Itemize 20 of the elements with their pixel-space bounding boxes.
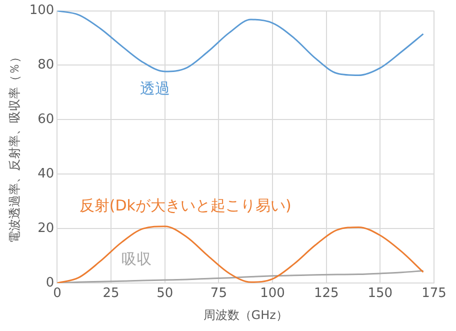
line-series bbox=[57, 10, 424, 76]
x-tick-label: 50 bbox=[156, 286, 174, 302]
y-tick-label: 40 bbox=[38, 166, 54, 182]
x-tick-label: 125 bbox=[314, 286, 339, 302]
x-axis-title: 周波数（GHz） bbox=[203, 308, 288, 322]
y-tick-label: 0 bbox=[46, 275, 54, 290]
y-tick-label: 100 bbox=[29, 3, 54, 18]
x-tick-label: 25 bbox=[102, 286, 120, 302]
series-label: 反射(Dkが大きいと起こり易い) bbox=[79, 196, 292, 215]
x-tick-label: 100 bbox=[260, 286, 285, 302]
y-tick-label: 20 bbox=[38, 220, 54, 236]
line-series bbox=[57, 226, 424, 283]
x-tick-label: 75 bbox=[210, 286, 227, 302]
y-axis-title: 電波透過率、反射率、吸収率（％） bbox=[7, 50, 22, 243]
x-tick-label: 175 bbox=[422, 286, 446, 302]
y-tick-label: 80 bbox=[38, 58, 54, 73]
y-tick-label: 60 bbox=[38, 112, 54, 128]
series-label: 吸収 bbox=[121, 250, 152, 268]
series-label: 透過 bbox=[140, 80, 170, 98]
x-tick-label: 150 bbox=[368, 286, 393, 302]
